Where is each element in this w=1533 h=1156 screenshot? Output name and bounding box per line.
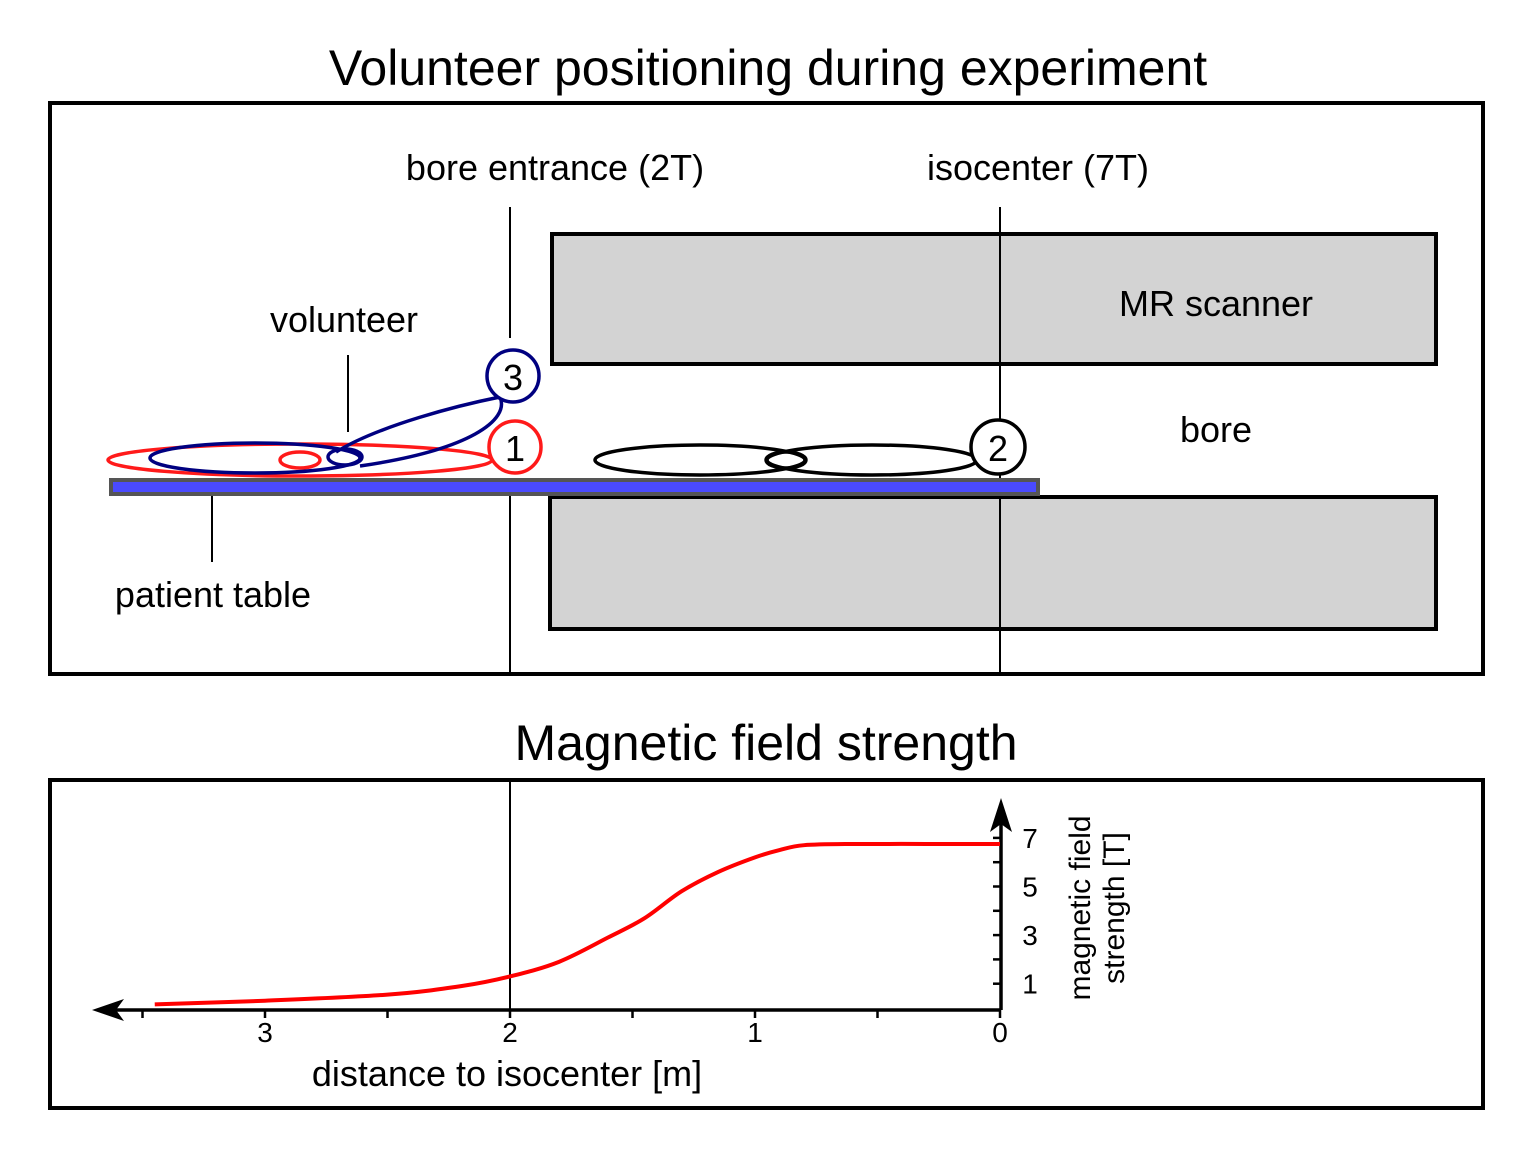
chart-title: Magnetic field strength	[514, 715, 1017, 771]
x-tick-label: 2	[502, 1017, 518, 1048]
y-axis-arrow-icon	[990, 798, 1012, 832]
y-tick-label: 5	[1022, 872, 1038, 903]
bore-entrance-label: bore entrance (2T)	[406, 147, 704, 188]
x-tick-label: 3	[257, 1017, 273, 1048]
y-axis-label-line-1: magnetic field	[1064, 815, 1097, 1000]
position-1-number: 1	[505, 428, 525, 469]
y-axis-label-line-2: strength [T]	[1098, 832, 1131, 984]
y-tick-label: 1	[1022, 969, 1038, 1000]
top-panel-title: Volunteer positioning during experiment	[329, 40, 1207, 96]
volunteer-label: volunteer	[270, 299, 418, 340]
x-tick-label: 1	[747, 1017, 763, 1048]
x-axis-label: distance to isocenter [m]	[312, 1053, 702, 1094]
scanner-bottom-wall	[548, 495, 1438, 631]
y-tick-label: 7	[1022, 823, 1038, 854]
patient-table	[109, 478, 1040, 496]
y-tick-label: 3	[1022, 920, 1038, 951]
bore-label: bore	[1180, 409, 1252, 450]
position-3-number: 3	[503, 357, 523, 398]
volunteer-position-3	[148, 348, 541, 475]
chart-frame	[48, 778, 1485, 1110]
field-strength-line	[154, 841, 1000, 1007]
patient-table-label: patient table	[115, 574, 311, 615]
x-tick-label: 0	[992, 1017, 1008, 1048]
scanner-top-wall	[550, 232, 1438, 366]
isocenter-label: isocenter (7T)	[927, 147, 1149, 188]
position-2-number: 2	[988, 428, 1008, 469]
chart-axes	[92, 798, 1012, 1021]
x-axis-arrow-icon	[92, 999, 124, 1021]
volunteer-position-2	[593, 418, 1027, 477]
top-panel-frame	[48, 101, 1485, 676]
scanner-label: MR scanner	[1119, 283, 1313, 324]
